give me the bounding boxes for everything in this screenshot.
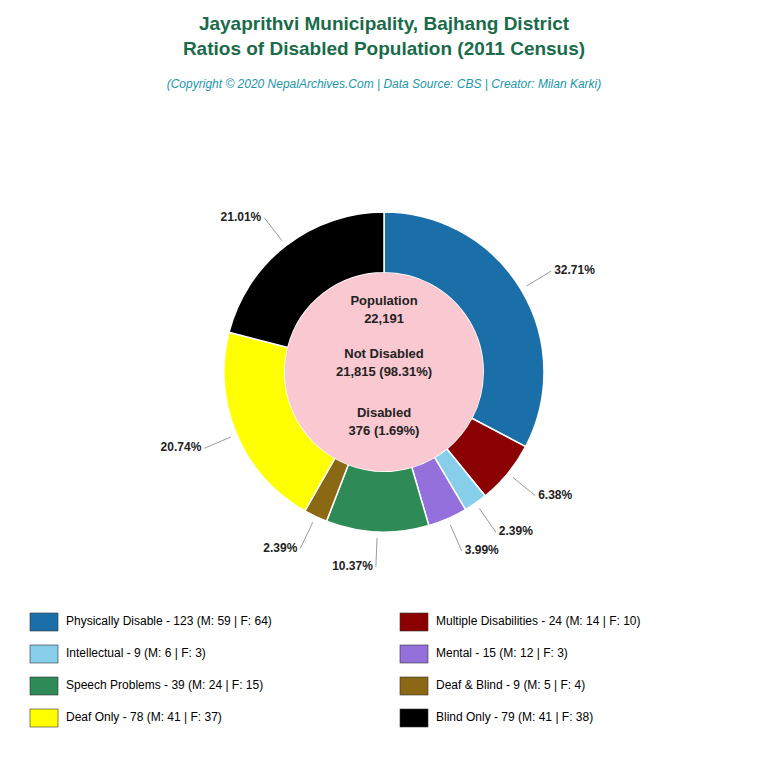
data-label: 32.71% (554, 263, 595, 277)
leader-line (376, 538, 377, 567)
leader-line (264, 218, 282, 241)
leader-line (300, 522, 312, 548)
legend-swatch (30, 613, 58, 631)
annotation: Disabled376 (1.69%) (349, 406, 420, 439)
legend-label: Deaf Only - 78 (M: 41 | F: 37) (66, 710, 222, 724)
subtitle: (Copyright © 2020 NepalArchives.Com | Da… (167, 77, 602, 91)
legend-swatch (400, 677, 428, 695)
legend-swatch (400, 709, 428, 727)
legend-label: Intellectual - 9 (M: 6 | F: 3) (66, 646, 206, 660)
leader-line (450, 525, 461, 551)
data-label: 2.39% (499, 524, 533, 538)
legend-label: Multiple Disabilities - 24 (M: 14 | F: 1… (436, 614, 641, 628)
annotation: Not Disabled21,815 (98.31%) (336, 347, 432, 380)
data-label: 10.37% (332, 559, 373, 573)
data-label: 21.01% (221, 210, 262, 224)
leader-line (526, 271, 551, 286)
leader-line (513, 477, 535, 495)
legend-swatch (30, 709, 58, 727)
data-label: 3.99% (465, 543, 499, 557)
chart: Jayaprithvi Municipality, Bajhang Distri… (0, 0, 768, 768)
legend-label: Blind Only - 79 (M: 41 | F: 38) (436, 710, 593, 724)
title: Jayaprithvi Municipality, Bajhang Distri… (183, 13, 585, 59)
center-circle (285, 273, 483, 471)
legend: Physically Disable - 123 (M: 59 | F: 64)… (30, 613, 641, 727)
leader-line (479, 508, 495, 532)
legend-label: Speech Problems - 39 (M: 24 | F: 15) (66, 678, 263, 692)
legend-swatch (400, 613, 428, 631)
data-label: 20.74% (161, 440, 202, 454)
pie: Population22,191 Not Disabled21,815 (98.3… (161, 210, 596, 573)
data-label: 6.38% (538, 488, 572, 502)
leader-line (204, 437, 231, 448)
legend-swatch (30, 677, 58, 695)
data-label: 2.39% (263, 541, 297, 555)
legend-swatch (30, 645, 58, 663)
legend-swatch (400, 645, 428, 663)
legend-label: Deaf & Blind - 9 (M: 5 | F: 4) (436, 678, 585, 692)
legend-label: Physically Disable - 123 (M: 59 | F: 64) (66, 614, 272, 628)
annotation: Population22,191 (350, 294, 417, 327)
legend-label: Mental - 15 (M: 12 | F: 3) (436, 646, 568, 660)
